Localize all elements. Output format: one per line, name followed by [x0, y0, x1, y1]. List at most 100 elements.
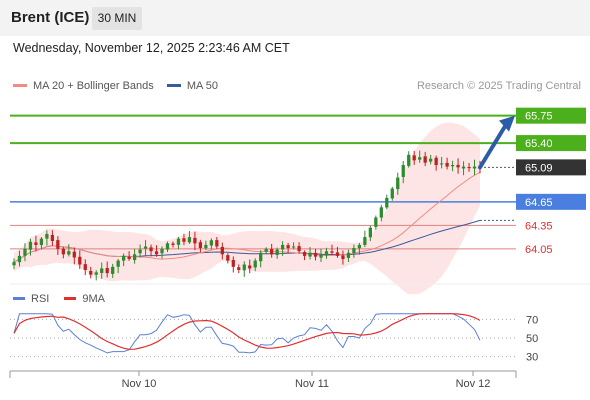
candle-body	[34, 242, 38, 245]
legend-item-ma20: MA 20 + Bollinger Bands	[13, 80, 154, 92]
x-tick-label: Nov 12	[456, 378, 491, 390]
level-label-3: 64.65	[525, 197, 553, 209]
forecast-arrow-head	[499, 115, 515, 132]
level-tag-2	[516, 159, 586, 176]
candle-body	[56, 240, 60, 249]
candle-body	[111, 266, 115, 274]
rsi-ma-line	[13, 313, 481, 350]
candle-body	[368, 227, 372, 238]
candle-body	[248, 265, 252, 269]
timeframe-button[interactable]: 30 MIN	[92, 7, 142, 30]
candle-body	[396, 177, 400, 190]
candle-body	[182, 238, 186, 242]
level-tag-0	[516, 107, 586, 124]
candle-body	[412, 155, 416, 161]
candle-body	[423, 156, 427, 163]
level-label-5: 64.05	[525, 244, 553, 256]
rsi-tick-label: 30	[526, 352, 538, 364]
candle-body	[434, 157, 438, 166]
candle-body	[264, 248, 268, 252]
candle-body	[23, 248, 27, 256]
level-label-2: 65.09	[525, 162, 553, 174]
price-legend: MA 20 + Bollinger Bands MA 50	[13, 80, 218, 92]
candle-body	[160, 248, 164, 254]
candle-body	[138, 249, 142, 254]
legend-item-rsi: RSI	[13, 293, 49, 305]
candle-body	[176, 238, 181, 245]
rsi-tick-label: 70	[526, 314, 538, 326]
candle-body	[67, 251, 71, 255]
candle-body	[132, 254, 137, 261]
candle-body	[45, 233, 49, 239]
level-tag-3	[516, 193, 586, 210]
9ma-label: 9MA	[82, 293, 106, 305]
candle-body	[116, 260, 120, 267]
candle-body	[467, 166, 471, 169]
x-tick-label: Nov 10	[122, 378, 157, 390]
candle-body	[231, 259, 235, 267]
candle-body	[385, 197, 389, 208]
candle-body	[39, 238, 44, 246]
rsi-label: RSI	[31, 293, 50, 305]
rsi-legend: RSI 9MA	[13, 293, 105, 305]
level-label-4: 64.35	[525, 220, 553, 232]
timestamp: Wednesday, November 12, 2025 2:23:46 AM …	[13, 41, 290, 55]
candle-body	[330, 251, 334, 253]
candle-body	[237, 267, 241, 270]
research-credit: Research © 2025 Trading Central	[416, 80, 581, 92]
legend-item-ma50: MA 50	[166, 80, 219, 92]
candle-body	[286, 245, 290, 249]
candle-body	[379, 207, 383, 218]
candle-body	[154, 251, 159, 255]
candle-body	[270, 248, 274, 255]
candle-body	[374, 217, 378, 227]
legend-item-9ma: 9MA	[64, 293, 105, 305]
candle-body	[204, 244, 208, 249]
candle-body	[17, 255, 22, 263]
candle-body	[94, 272, 98, 275]
candle-body	[352, 248, 356, 254]
candle-body	[220, 246, 224, 255]
candle-body	[324, 251, 329, 256]
candle-body	[78, 256, 82, 265]
candle-body	[12, 262, 16, 266]
candle-body	[445, 162, 449, 167]
candle-body	[275, 249, 279, 255]
candle-body	[122, 255, 126, 261]
candle-body	[72, 251, 76, 258]
9ma-swatch	[64, 296, 77, 300]
header-bar: Brent (ICE) 30 MIN	[0, 0, 590, 36]
candle-body	[291, 246, 296, 248]
candle-body	[215, 240, 219, 247]
candle-body	[83, 264, 87, 270]
candle-body	[100, 268, 104, 273]
candle-body	[456, 164, 460, 168]
candle-body	[253, 260, 257, 268]
candle-body	[439, 163, 444, 165]
candle-body	[418, 157, 422, 160]
forecast-arrow-shaft	[478, 122, 508, 170]
rsi-swatch	[13, 296, 25, 300]
candle-body	[472, 166, 477, 169]
rsi-tick-label: 50	[526, 333, 538, 345]
candle-body	[346, 252, 351, 258]
candle-body	[105, 268, 109, 274]
ma20-line	[13, 171, 481, 263]
candle-body	[308, 252, 312, 257]
candle-body	[187, 237, 192, 243]
x-tick-label: Nov 11	[295, 378, 329, 390]
ma50-label: MA 50	[186, 80, 219, 92]
instrument-title: Brent (ICE)	[11, 9, 90, 26]
candle-body	[390, 188, 394, 199]
candle-body	[341, 255, 345, 260]
candle-body	[461, 166, 466, 169]
candle-body	[89, 270, 93, 275]
level-tag-1	[516, 135, 586, 152]
candle-body	[302, 252, 307, 256]
ma20-swatch	[13, 83, 27, 87]
ma20-label: MA 20 + Bollinger Bands	[33, 80, 154, 92]
candle-body	[280, 244, 285, 250]
candle-body	[242, 264, 246, 271]
